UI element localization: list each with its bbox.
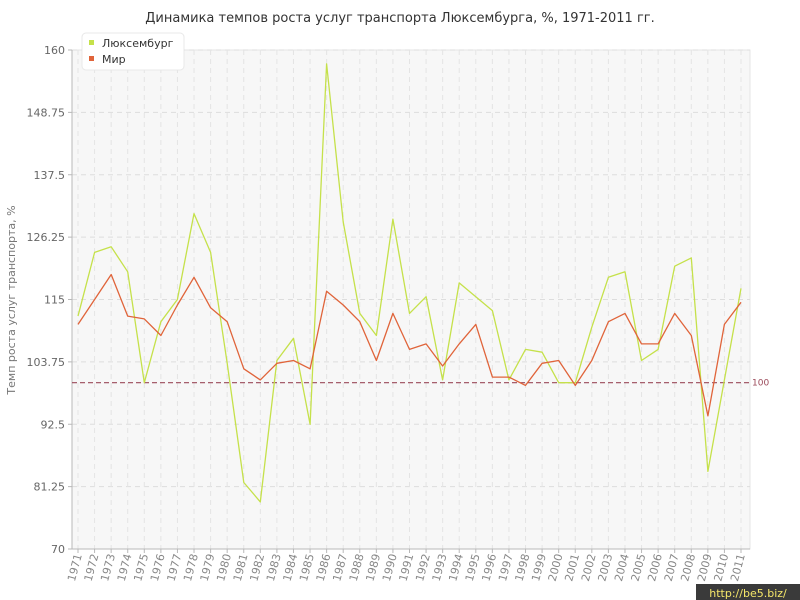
y-tick-label: 115 xyxy=(44,294,65,307)
y-tick-label: 126.25 xyxy=(27,231,66,244)
y-tick-label: 70 xyxy=(51,543,65,556)
legend-label-world[interactable]: Мир xyxy=(102,53,126,66)
reference-line: 100 xyxy=(72,379,769,389)
grid xyxy=(72,49,750,549)
y-axis-label: Темп роста услуг транспорта, % xyxy=(5,205,18,395)
watermark-link[interactable]: http://be5.biz/ xyxy=(709,587,787,600)
chart-title: Динамика темпов роста услуг транспорта Л… xyxy=(145,11,655,26)
legend-label-luxembourg[interactable]: Люксембург xyxy=(102,37,174,50)
y-tick-label: 92.5 xyxy=(41,418,66,431)
watermark-box xyxy=(696,584,800,600)
y-tick-label: 160 xyxy=(44,44,65,57)
reference-line-label: 100 xyxy=(752,379,769,389)
y-tick-label: 148.75 xyxy=(27,106,66,119)
y-axis: 70 81.25 92.5 103.75 115 126.25 137.5 148.75 160 xyxy=(27,44,72,556)
y-tick-label: 137.5 xyxy=(34,169,66,182)
series-line-world xyxy=(77,273,742,417)
x-tick-label: 2011 xyxy=(728,552,748,582)
series xyxy=(77,63,742,503)
legend-swatch-luxembourg xyxy=(89,40,94,45)
legend-swatch-world xyxy=(89,56,94,61)
x-axis: 1971197219731974197519761977197819791980… xyxy=(65,549,748,583)
y-tick-label: 103.75 xyxy=(27,356,66,369)
watermark[interactable]: http://be5.biz/ xyxy=(696,584,800,600)
legend[interactable]: Люксембург Мир xyxy=(81,32,185,71)
legend-box xyxy=(81,32,185,71)
series-line-luxembourg xyxy=(77,63,742,503)
y-tick-label: 81.25 xyxy=(34,481,66,494)
